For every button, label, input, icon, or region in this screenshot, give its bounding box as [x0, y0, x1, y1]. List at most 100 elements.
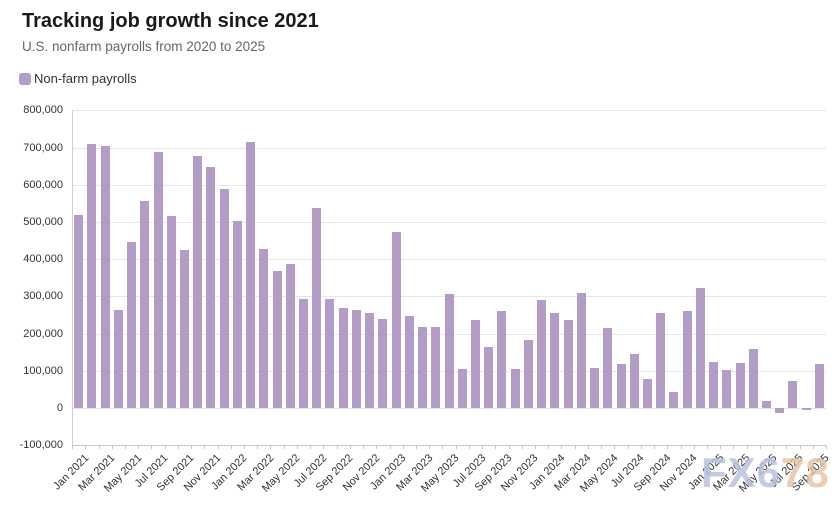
bar-aug-2021[interactable] [166, 215, 176, 408]
bar-nov-2023[interactable] [523, 340, 533, 408]
axis-tick [244, 445, 245, 449]
axis-tick [614, 445, 616, 449]
bar-may-2024[interactable] [603, 327, 613, 408]
bar-mar-2023[interactable] [418, 327, 427, 408]
bar-aug-2024[interactable] [642, 379, 652, 408]
bar-feb-2022[interactable] [246, 142, 256, 408]
axis-tick [706, 445, 708, 449]
bar-sep-2022[interactable] [338, 307, 348, 408]
bar-aug-2022[interactable] [325, 299, 335, 408]
axis-tick [733, 445, 735, 449]
bar-jun-2025[interactable] [775, 408, 785, 413]
bar-dec-2023[interactable] [537, 300, 547, 408]
axis-tick [283, 445, 285, 449]
axis-tick [230, 445, 232, 449]
axis-tick [759, 445, 761, 449]
bar-may-2025[interactable] [762, 400, 771, 408]
axis-tick [786, 445, 788, 449]
bar-sep-2025[interactable] [814, 363, 824, 408]
y-axis-label: 300,000 [23, 290, 63, 303]
axis-tick [574, 445, 576, 449]
bar-nov-2021[interactable] [206, 167, 216, 408]
bar-oct-2024[interactable] [669, 392, 679, 408]
axis-tick [468, 445, 470, 449]
bar-jun-2024[interactable] [616, 364, 626, 408]
bar-jun-2023[interactable] [457, 368, 467, 408]
y-axis-line [72, 110, 73, 445]
bar-aug-2023[interactable] [484, 346, 494, 408]
axis-tick [746, 445, 748, 449]
bar-feb-2023[interactable] [404, 315, 414, 408]
axis-tick [654, 445, 655, 449]
bar-apr-2021[interactable] [113, 310, 123, 408]
axis-tick [799, 445, 801, 449]
axis-tick [521, 445, 523, 449]
bar-jul-2021[interactable] [153, 151, 163, 408]
axis-tick [601, 445, 603, 449]
bar-sep-2023[interactable] [497, 310, 507, 408]
axis-tick [535, 445, 536, 449]
bar-jul-2023[interactable] [471, 320, 480, 408]
bar-may-2023[interactable] [444, 294, 454, 408]
bar-sep-2024[interactable] [656, 313, 666, 408]
legend-label: Non-farm payrolls [34, 71, 137, 86]
y-axis-label: 0 [56, 402, 63, 414]
bar-feb-2025[interactable] [722, 370, 732, 408]
bar-apr-2023[interactable] [431, 327, 441, 408]
y-axis-label: 500,000 [23, 216, 63, 228]
bar-jul-2022[interactable] [312, 208, 322, 408]
bar-jul-2024[interactable] [629, 354, 639, 408]
axis-tick [72, 445, 73, 449]
bar-apr-2022[interactable] [272, 271, 282, 408]
bar-dec-2021[interactable] [219, 189, 229, 408]
bar-dec-2024[interactable] [695, 287, 705, 408]
bar-nov-2024[interactable] [682, 310, 692, 408]
axis-tick [151, 445, 153, 449]
bar-jan-2022[interactable] [232, 220, 242, 408]
bar-jun-2022[interactable] [299, 299, 308, 408]
y-axis-label: 800,000 [23, 104, 63, 117]
x-axis-line [72, 445, 826, 446]
bar-oct-2022[interactable] [351, 310, 361, 408]
y-axis-label: -100,000 [19, 439, 63, 452]
axis-tick [640, 445, 642, 449]
bar-oct-2023[interactable] [510, 368, 520, 408]
axis-tick [548, 445, 550, 449]
axis-tick [442, 445, 444, 449]
bar-jan-2024[interactable] [550, 312, 560, 408]
axis-tick [627, 445, 629, 449]
legend-swatch-icon [19, 72, 31, 85]
axis-tick [270, 445, 272, 449]
axis-tick [402, 445, 404, 449]
bar-feb-2024[interactable] [563, 320, 573, 408]
bar-feb-2021[interactable] [87, 143, 97, 408]
bar-nov-2022[interactable] [365, 312, 375, 408]
bar-apr-2025[interactable] [748, 349, 758, 408]
bar-dec-2022[interactable] [378, 319, 388, 408]
bar-may-2021[interactable] [127, 241, 136, 408]
y-axis-label: 200,000 [23, 327, 63, 340]
bar-aug-2025[interactable] [801, 408, 811, 410]
gridline [72, 259, 826, 261]
axis-tick [508, 445, 510, 449]
axis-tick [296, 445, 298, 449]
bar-may-2022[interactable] [285, 264, 295, 408]
axis-tick [720, 445, 722, 449]
bar-jan-2023[interactable] [391, 232, 401, 408]
legend-item-nonfarm-payrolls[interactable]: Non-farm payrolls [19, 71, 137, 86]
axis-tick [336, 445, 338, 449]
bar-mar-2024[interactable] [576, 292, 586, 408]
axis-tick [138, 445, 140, 449]
bar-oct-2021[interactable] [193, 156, 203, 408]
bar-sep-2021[interactable] [179, 250, 189, 408]
bar-mar-2021[interactable] [100, 146, 110, 408]
bar-apr-2024[interactable] [590, 367, 599, 408]
bar-jun-2021[interactable] [140, 200, 150, 408]
page-subtitle: U.S. nonfarm payrolls from 2020 to 2025 [22, 39, 266, 54]
bar-jan-2021[interactable] [74, 214, 84, 408]
bar-mar-2022[interactable] [259, 248, 269, 408]
bar-mar-2025[interactable] [735, 363, 745, 408]
bar-jan-2025[interactable] [709, 361, 719, 408]
bar-jul-2025[interactable] [788, 381, 798, 408]
